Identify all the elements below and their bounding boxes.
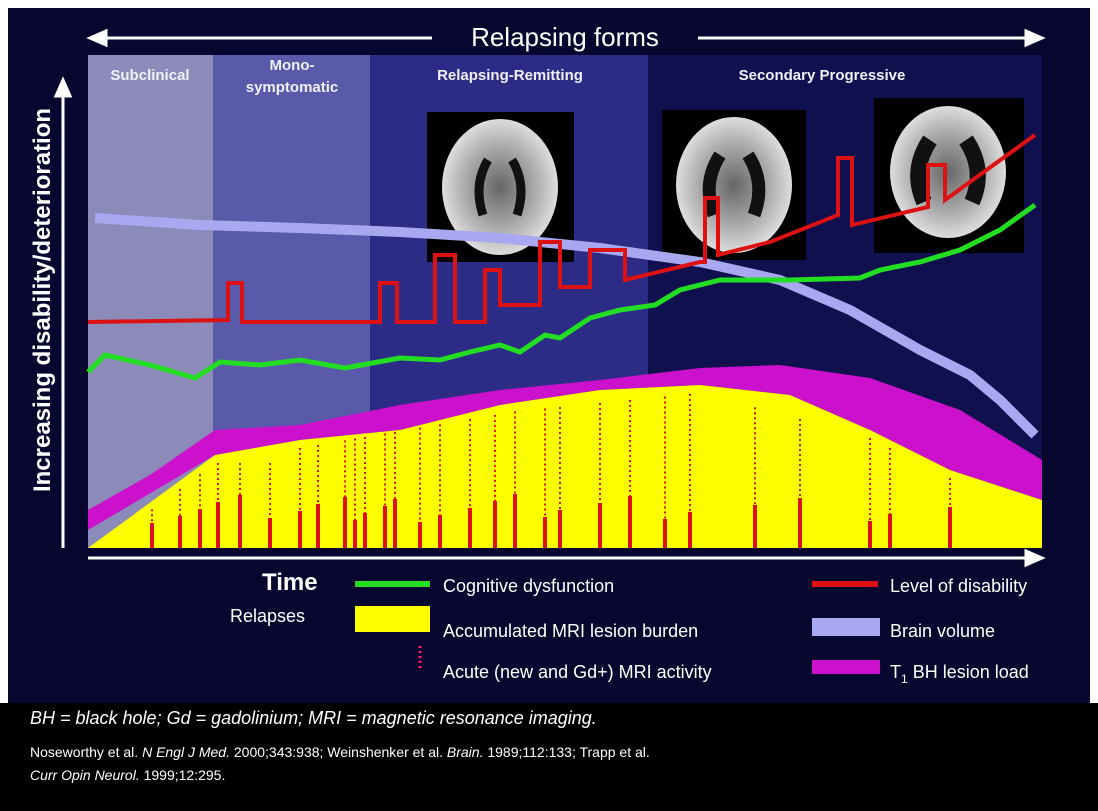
relapse	[558, 510, 562, 548]
relapse	[298, 511, 302, 548]
ref-part: 2000;343:938; Weinshenker et al.	[230, 744, 447, 760]
legend-label: Cognitive dysfunction	[443, 576, 614, 596]
phase-label: Relapsing-Remitting	[437, 67, 583, 84]
relapse	[383, 506, 387, 548]
phase-label: Mono-	[270, 57, 315, 74]
relapse	[888, 514, 892, 548]
ref-part: 1989;112:133; Trapp et al.	[483, 744, 649, 760]
relapse	[543, 517, 547, 548]
relapse	[198, 509, 202, 548]
relapses-label: Relapses	[230, 606, 305, 626]
relapse	[238, 495, 242, 548]
reference: Noseworthy et al. N Engl J Med. 2000;343…	[30, 744, 650, 760]
relapse	[363, 513, 367, 548]
legend-label: Accumulated MRI lesion burden	[443, 621, 698, 641]
ref-part: 1999;12:295.	[140, 767, 226, 783]
relapse	[688, 512, 692, 548]
y-label: Increasing disability/deterioration	[29, 108, 56, 492]
relapse	[753, 505, 757, 548]
relapse	[316, 504, 320, 548]
relapse	[493, 501, 497, 548]
reference: Curr Opin Neurol. 1999;12:295.	[30, 767, 225, 783]
legend-swatch	[812, 660, 880, 674]
legend-label: Acute (new and Gd+) MRI activity	[443, 662, 712, 682]
phase-label: symptomatic	[246, 79, 339, 96]
relapse	[798, 498, 802, 548]
relapse	[598, 503, 602, 548]
relapse	[628, 496, 632, 548]
footnote: BH = black hole; Gd = gadolinium; MRI = …	[30, 708, 597, 728]
legend-label: Level of disability	[890, 576, 1027, 596]
relapse	[393, 499, 397, 548]
relapse	[468, 508, 472, 548]
legend-label-part: T	[890, 662, 901, 682]
ref-part: N Engl J Med.	[142, 744, 230, 760]
legend-swatch	[355, 606, 430, 632]
relapse	[513, 494, 517, 548]
relapse	[343, 497, 347, 548]
legend-swatch	[812, 618, 880, 636]
relapse	[663, 519, 667, 548]
title: Relapsing forms	[471, 22, 659, 52]
relapse	[353, 520, 357, 548]
relapse	[418, 522, 422, 548]
ref-part: Curr Opin Neurol.	[30, 767, 140, 783]
relapse	[438, 515, 442, 548]
phase-label: Subclinical	[110, 67, 189, 84]
relapse	[216, 502, 220, 548]
relapse	[948, 507, 952, 548]
legend-label-part: BH lesion load	[908, 662, 1029, 682]
x-label: Time	[262, 569, 318, 596]
relapse	[868, 521, 872, 548]
relapse	[150, 523, 154, 548]
diagram: Subclinical Mono- symptomatic Relapsing-…	[0, 0, 1098, 811]
relapse	[268, 518, 272, 548]
relapse	[178, 516, 182, 548]
legend-label: Brain volume	[890, 621, 995, 641]
ref-part: Noseworthy et al.	[30, 744, 142, 760]
ref-part: Brain.	[447, 744, 484, 760]
phase-label: Secondary Progressive	[739, 67, 906, 84]
